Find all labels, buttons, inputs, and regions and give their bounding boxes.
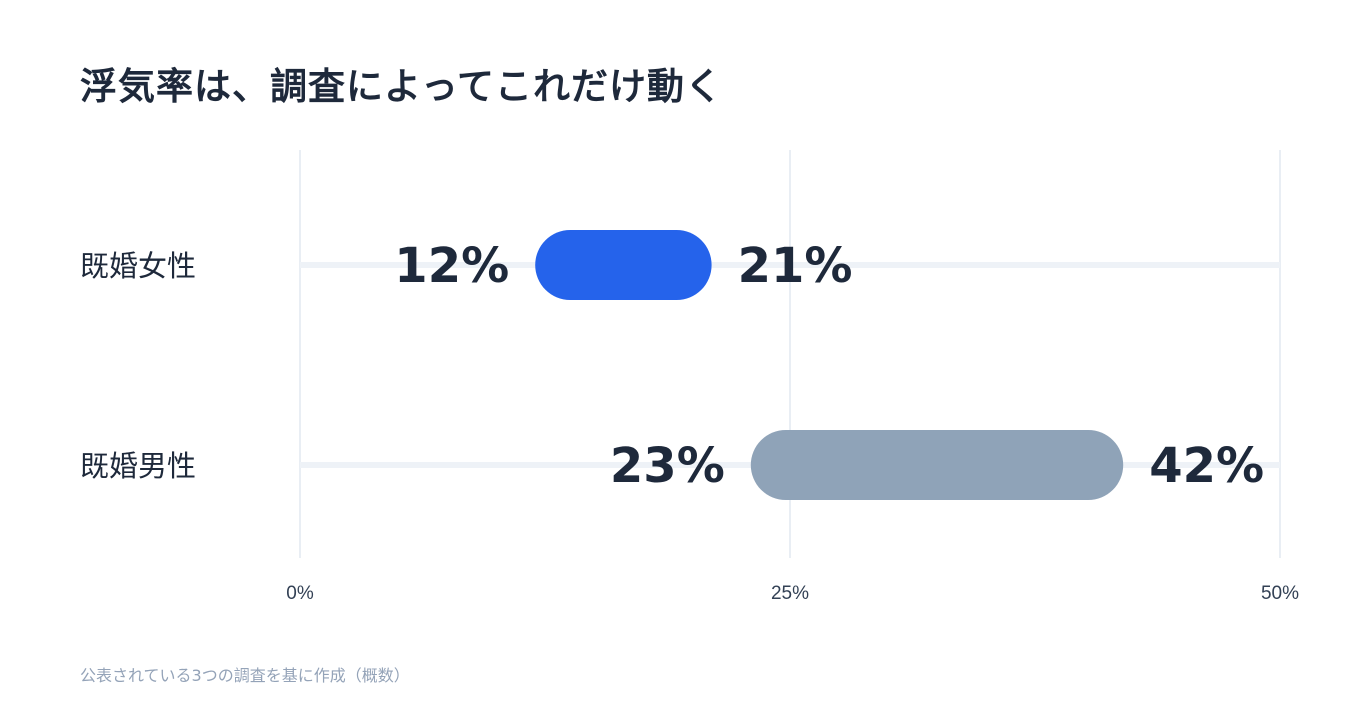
min-value-label: 12% [394,238,509,294]
chart-title: 浮気率は、調査によってこれだけ動く [80,65,724,108]
chart-footnote: 公表されている3つの調査を基に作成（概数） [80,666,410,685]
category-label: 既婚女性 [80,249,196,283]
x-tick-label: 25% [771,583,809,604]
x-tick-label: 50% [1261,583,1299,604]
category-label: 既婚男性 [80,449,196,483]
range-bar [535,230,712,300]
range-bar [750,430,1124,500]
min-value-label: 23% [610,438,725,494]
max-value-label: 42% [1149,438,1264,494]
max-value-label: 21% [738,238,853,294]
x-tick-label: 0% [286,583,314,604]
